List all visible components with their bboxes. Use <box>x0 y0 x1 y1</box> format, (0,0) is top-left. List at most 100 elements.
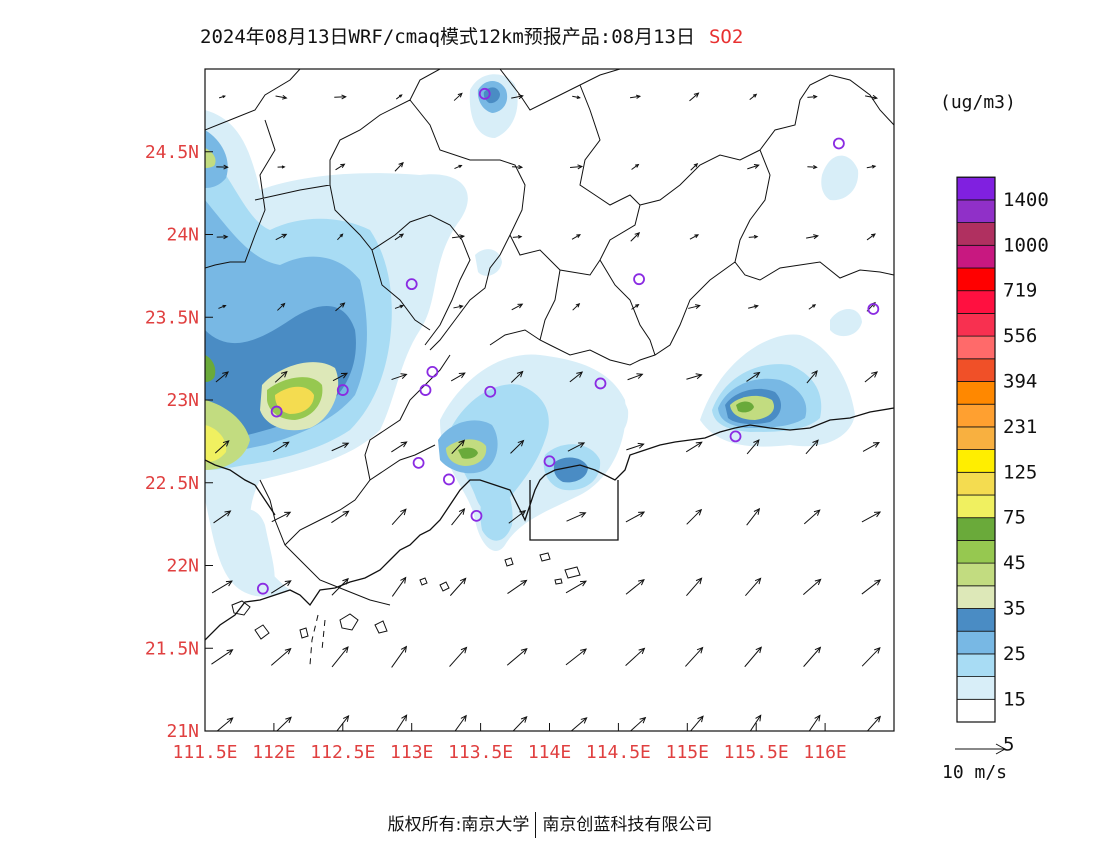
lon-tick-label: 115E <box>666 742 709 763</box>
station-marker <box>594 377 607 390</box>
colorbar-swatch <box>956 449 996 473</box>
colorbar: (ug/m3) 1400 1000 719 556 394 231 125 75 45 35 25 1… <box>940 92 1049 756</box>
station-marker <box>270 405 283 418</box>
wind-arrow <box>625 647 646 667</box>
wind-vectors <box>211 92 882 731</box>
lon-tick-label: 113E <box>390 742 433 763</box>
wind-arrow <box>685 441 703 453</box>
wind-arrow <box>746 507 761 526</box>
wind-arrow <box>625 578 645 595</box>
wind-arrow <box>807 94 818 99</box>
station-marker <box>470 509 483 522</box>
wind-arrow <box>218 95 226 99</box>
copyright-right: 南京创蓝科技有限公司 <box>542 815 713 835</box>
colorbar-swatch <box>956 312 996 337</box>
wind-arrow <box>690 162 699 171</box>
wind-arrow <box>630 94 642 99</box>
wind-arrow <box>454 714 467 731</box>
wind-arrow <box>275 94 288 100</box>
wind-arrow <box>866 715 882 731</box>
wind-arrow <box>270 647 292 666</box>
boundaries <box>205 69 894 666</box>
wind-arrow <box>331 510 350 524</box>
lat-tick-label: 21.5N <box>145 638 199 659</box>
wind-arrow <box>512 234 523 239</box>
lat-tick-label: 23N <box>166 390 199 411</box>
colorbar-swatch <box>956 426 996 450</box>
wind-arrow <box>626 442 645 451</box>
colorbar-label: 231 <box>1003 416 1037 438</box>
colorbar-swatch <box>956 471 996 496</box>
colorbar-swatch <box>956 608 996 632</box>
colorbar-label: 556 <box>1003 325 1037 347</box>
map-title: 2024年08月13日WRF/cmaq模式12km预报产品:08月13日 SO2 <box>200 22 743 49</box>
wind-arrow <box>450 372 466 382</box>
wind-arrow <box>807 165 818 170</box>
colorbar-label: 75 <box>1003 507 1026 529</box>
colorbar-swatch <box>956 676 996 700</box>
wind-arrow <box>213 510 232 524</box>
wind-arrow <box>686 508 703 525</box>
colorbar-label: 15 <box>1003 688 1026 710</box>
coastal-islands <box>231 552 581 640</box>
wind-arrow <box>277 302 286 311</box>
wind-arrow <box>686 373 703 380</box>
pollution-patch-sw <box>227 509 275 597</box>
colorbar-swatch <box>956 381 996 405</box>
wind-arrow <box>861 646 881 667</box>
lat-tick-label: 23.5N <box>145 307 199 328</box>
pollution-zone-sz-core <box>553 457 588 483</box>
wind-arrow <box>746 371 761 382</box>
wind-arrow <box>570 164 584 170</box>
wind-arrow <box>744 646 762 668</box>
wind-arrow <box>808 714 821 731</box>
colorbar-swatch <box>956 494 996 519</box>
wind-arrow <box>866 164 877 169</box>
colorbar-swatch <box>956 630 996 655</box>
wind-arrow <box>395 94 403 100</box>
colorbar-swatch <box>956 290 996 314</box>
wind-arrow <box>216 164 229 170</box>
wind-arrow <box>861 511 882 523</box>
wind-arrow <box>332 372 348 382</box>
title-text: 2024年08月13日WRF/cmaq模式12km预报产品:08月13日 <box>200 26 695 48</box>
wind-arrow <box>216 717 234 731</box>
wind-arrow <box>336 715 350 731</box>
pollution-patch-c3 <box>579 386 629 441</box>
wind-arrow <box>685 646 704 667</box>
wind-arrow <box>270 580 292 594</box>
wind-arrow <box>565 648 587 666</box>
colorbar-swatch <box>956 222 996 246</box>
colorbar-swatch <box>956 653 996 678</box>
wind-arrow <box>453 304 464 309</box>
lat-tick-label: 22N <box>166 556 199 577</box>
wind-arrow <box>629 716 647 731</box>
wind-arrow <box>451 508 466 526</box>
wind-arrow <box>746 439 760 455</box>
wind-arrow <box>214 440 230 454</box>
wind-arrow <box>861 579 882 595</box>
wind-arrow <box>274 370 288 383</box>
wind-arrow <box>211 580 233 594</box>
wind-arrow <box>454 164 463 169</box>
station-marker <box>443 473 455 486</box>
pollution-zone-north-core <box>483 87 500 104</box>
lon-tick-label: 115.5E <box>724 742 789 763</box>
colorbar-label: 25 <box>1003 643 1026 665</box>
pollution-zone-east-core <box>736 401 754 413</box>
wind-arrow <box>276 716 292 731</box>
wind-arrow <box>331 442 350 452</box>
wind-arrow <box>865 94 879 100</box>
wind-arrow <box>572 95 581 100</box>
wind-arrow <box>273 441 290 453</box>
station-marker <box>412 456 425 469</box>
wind-arrow <box>749 714 762 731</box>
station-marker <box>336 384 349 396</box>
wind-arrow <box>688 304 701 309</box>
wind-arrow <box>749 93 758 101</box>
wind-arrow <box>337 233 344 241</box>
station-marker <box>867 303 880 315</box>
wind-arrow <box>631 163 640 170</box>
colorbar-label: 394 <box>1003 371 1037 393</box>
